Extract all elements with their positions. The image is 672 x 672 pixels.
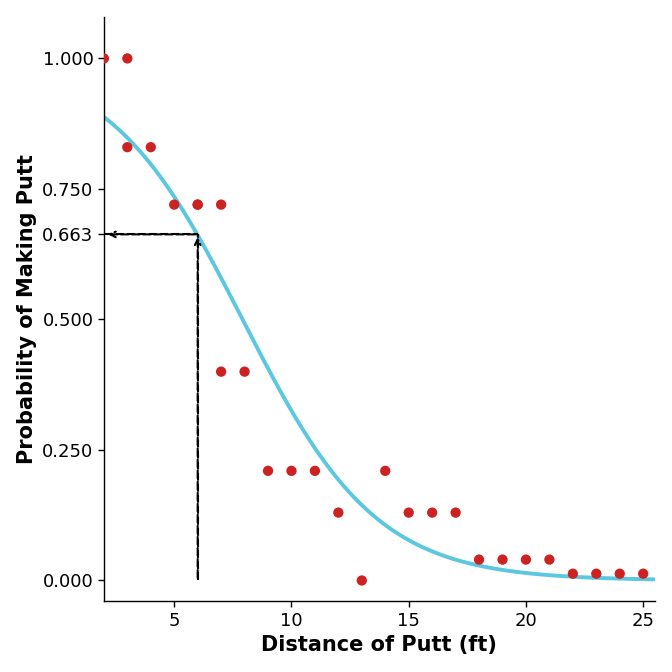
Point	[544, 554, 555, 565]
Point	[192, 199, 203, 210]
Point	[403, 507, 414, 518]
Point	[567, 569, 578, 579]
Point	[286, 466, 297, 476]
Point	[614, 569, 625, 579]
Point	[239, 366, 250, 377]
Point	[356, 575, 367, 586]
Point	[310, 466, 321, 476]
Point	[497, 554, 508, 565]
Point	[216, 199, 226, 210]
Point	[216, 366, 226, 377]
Point	[380, 466, 390, 476]
X-axis label: Distance of Putt (ft): Distance of Putt (ft)	[261, 635, 497, 655]
Point	[333, 507, 344, 518]
Point	[450, 507, 461, 518]
Point	[122, 142, 132, 153]
Y-axis label: Probability of Making Putt: Probability of Making Putt	[17, 154, 37, 464]
Point	[474, 554, 485, 565]
Point	[192, 199, 203, 210]
Point	[99, 53, 110, 64]
Point	[122, 53, 132, 64]
Point	[521, 554, 532, 565]
Point	[145, 142, 156, 153]
Point	[591, 569, 601, 579]
Point	[427, 507, 437, 518]
Point	[169, 199, 179, 210]
Point	[638, 569, 648, 579]
Point	[263, 466, 274, 476]
